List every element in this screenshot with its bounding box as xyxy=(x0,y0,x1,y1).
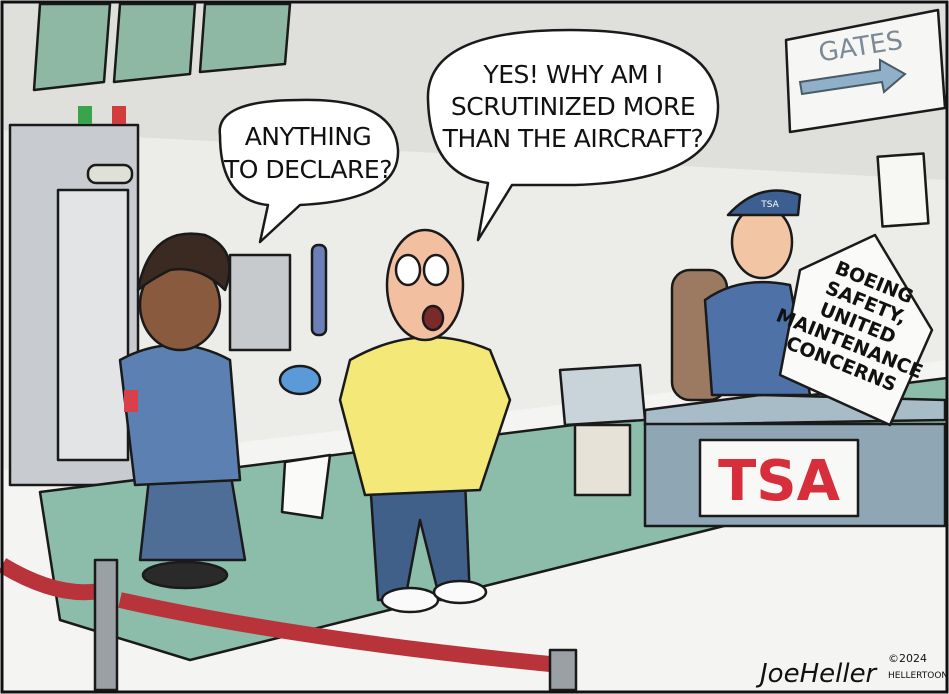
green-light xyxy=(78,106,92,124)
tsa-desk: TSA xyxy=(643,393,947,528)
newspaper-page xyxy=(778,233,934,427)
gates-sign: GATES xyxy=(784,8,947,134)
bubble-line: TO DECLARE? xyxy=(223,155,392,184)
bin xyxy=(558,363,647,427)
wand xyxy=(310,243,328,337)
bubble-line: SCRUTINIZED MORE xyxy=(451,92,695,121)
ceiling-panel xyxy=(198,2,292,74)
rope xyxy=(118,592,561,673)
bin-table xyxy=(558,363,647,497)
uniform xyxy=(118,343,242,487)
mouth xyxy=(421,304,445,332)
flag-patch xyxy=(124,390,138,412)
red-light xyxy=(112,106,126,124)
stanchions xyxy=(0,558,578,692)
hair xyxy=(136,232,231,292)
hat-badge: TSA xyxy=(760,200,779,210)
sign-board xyxy=(784,8,947,134)
desk-panel xyxy=(698,438,860,518)
wall-note xyxy=(876,152,930,228)
ceiling-panel xyxy=(32,2,112,92)
eye xyxy=(394,253,422,287)
detector-opening xyxy=(56,188,130,462)
newspaper: BOEING SAFETY, UNITED MAINTENANCE CONCER… xyxy=(773,233,934,427)
shoe xyxy=(432,579,488,605)
bubble-line: YES! WHY AM I xyxy=(482,60,662,89)
arrow xyxy=(798,58,907,96)
speech-bubble: ANYTHING TO DECLARE? xyxy=(218,98,400,244)
website: HELLERTOON.com xyxy=(888,671,949,681)
post xyxy=(548,648,578,692)
eye xyxy=(422,253,450,287)
speech-bubble: YES! WHY AM I SCRUTINIZED MORE THAN THE … xyxy=(426,28,720,242)
face xyxy=(730,204,794,280)
artist-name: JoeHeller xyxy=(755,659,879,689)
screening-officer xyxy=(118,232,328,590)
ceiling-panels xyxy=(32,2,292,92)
copyright: ©2024 xyxy=(888,652,927,665)
ceiling-panel xyxy=(112,2,197,84)
table xyxy=(573,423,632,497)
shoes xyxy=(141,560,229,590)
scanner-booth xyxy=(228,253,292,352)
bubble-shape xyxy=(426,28,720,242)
metal-detector xyxy=(8,106,140,487)
desk-officer: TSA xyxy=(670,189,812,402)
shoe xyxy=(380,586,440,614)
bubble-line: ANYTHING xyxy=(245,122,372,151)
signature: JoeHeller ©2024 HELLERTOON.com xyxy=(755,652,949,689)
traveler xyxy=(280,228,512,614)
desk-sign: TSA xyxy=(718,449,841,514)
yellow-shirt xyxy=(338,335,512,497)
post xyxy=(93,558,119,692)
bubble-shape xyxy=(218,98,400,244)
hat xyxy=(726,189,802,217)
bubble-line: THAN THE AIRCRAFT? xyxy=(442,124,704,153)
detector-lights xyxy=(86,163,134,185)
ticket xyxy=(280,453,332,520)
glove xyxy=(278,364,322,396)
